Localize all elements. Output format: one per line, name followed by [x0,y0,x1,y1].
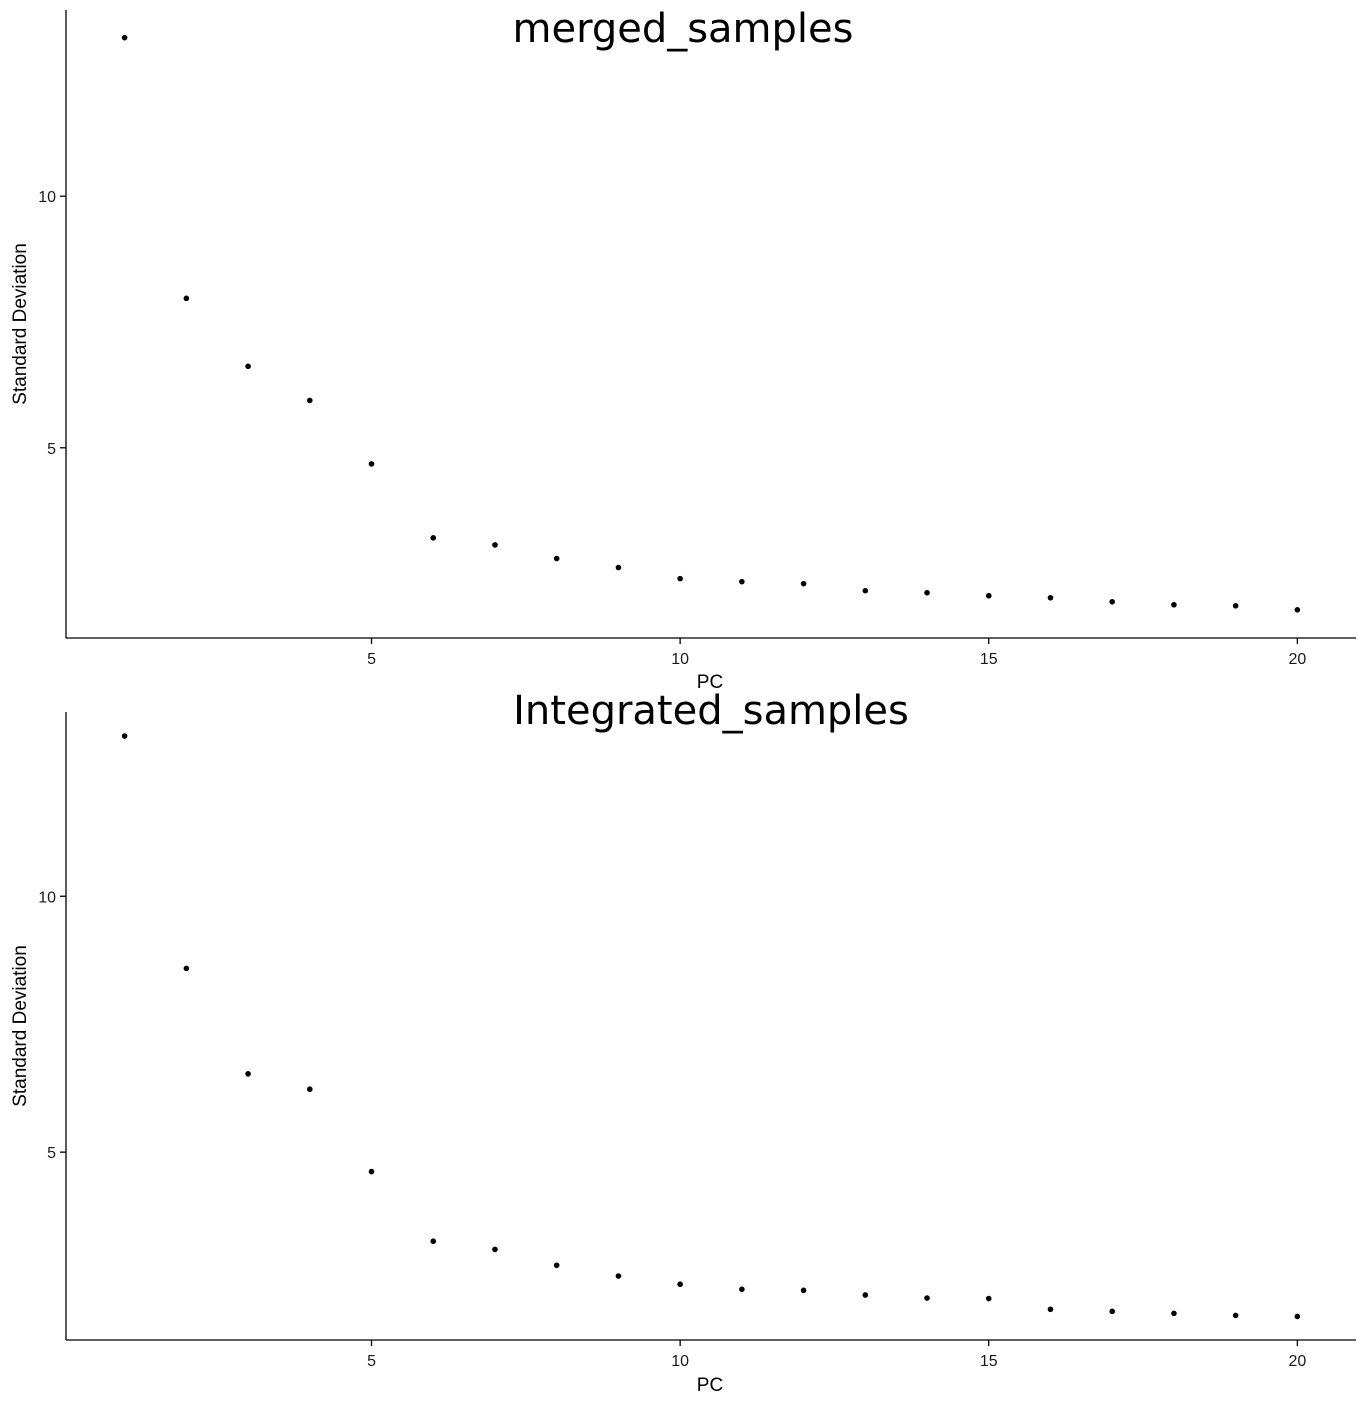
data-point [924,589,930,596]
data-points [121,34,1301,613]
data-point [492,542,498,548]
data-point [862,587,869,594]
panel-integrated-samples: Integrated_samples PC Standard Deviation… [10,688,1356,1396]
y-tick-label: 10 [38,889,56,906]
data-point [677,575,683,582]
data-point [1047,594,1054,601]
data-point [307,1086,313,1093]
x-tick-label: 5 [367,1353,376,1370]
data-point [1047,1306,1054,1313]
y-axis-label: Standard Deviation [10,243,31,405]
data-point [1171,1310,1177,1317]
axis-ticks: 5 10 15 20 5 10 [38,889,1306,1370]
data-point [677,1281,683,1288]
y-tick-label: 10 [38,189,56,206]
data-point [1232,602,1239,609]
data-point [1109,1308,1115,1315]
data-point [615,564,622,571]
data-point [1171,601,1177,608]
data-point [1294,607,1301,613]
data-point [800,1287,807,1294]
data-point [121,34,128,41]
data-point [307,397,313,404]
data-point [739,578,745,585]
data-point [553,1262,560,1269]
data-point [183,965,190,972]
x-tick-label: 20 [1288,1353,1306,1370]
data-point [1232,1312,1239,1319]
data-point [368,1168,375,1175]
x-tick-label: 5 [367,651,376,668]
x-axis-label: PC [697,1375,723,1396]
data-point [862,1292,869,1298]
data-point [430,1238,437,1245]
data-point [245,363,251,370]
data-point [183,295,190,302]
x-axis-label: PC [697,672,723,693]
data-point [924,1295,930,1301]
x-tick-label: 15 [980,651,998,668]
x-tick-label: 20 [1288,651,1306,668]
data-point [615,1273,622,1279]
data-point [121,733,128,739]
data-point [430,535,437,541]
y-tick-label: 5 [47,441,56,458]
data-point [1294,1313,1301,1320]
axis-ticks: 5 10 15 20 5 10 [38,189,1306,668]
panel-merged-samples: merged_samples PC Standard Deviation 5 10… [10,6,1356,693]
y-tick-label: 5 [47,1145,56,1162]
data-point [985,1295,992,1302]
data-point [245,1071,251,1077]
chart-title: Integrated_samples [513,688,909,734]
data-point [985,592,992,599]
data-point [553,555,560,562]
data-point [368,461,375,467]
data-point [739,1286,745,1293]
y-axis-label: Standard Deviation [10,945,31,1107]
data-point [800,580,807,587]
x-tick-label: 10 [671,651,689,668]
x-tick-label: 15 [980,1353,998,1370]
data-points [121,733,1301,1320]
x-tick-label: 10 [671,1353,689,1370]
data-point [492,1246,498,1253]
data-point [1109,598,1115,605]
chart-title: merged_samples [513,6,854,52]
